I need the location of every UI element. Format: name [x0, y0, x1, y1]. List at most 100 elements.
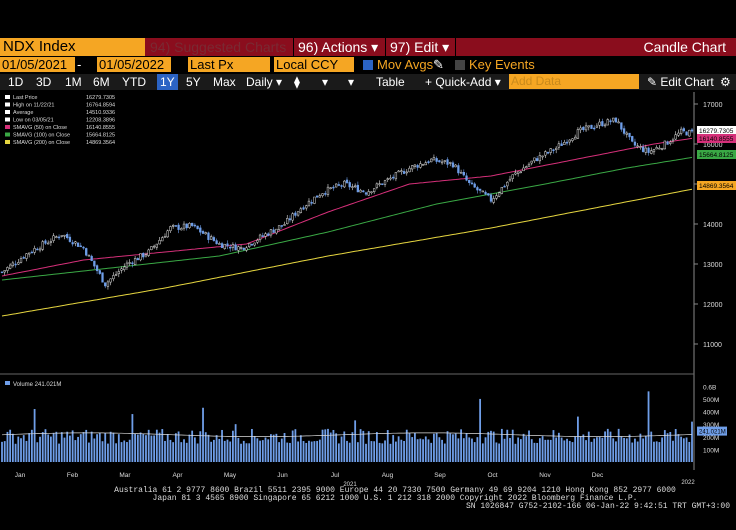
quick-add-button[interactable]: + Quick-Add ▾	[425, 75, 501, 89]
candle-body	[449, 162, 452, 164]
volume-bar	[487, 431, 490, 462]
start-date-field[interactable]: 01/05/2021	[0, 57, 75, 72]
month-label: Nov	[539, 472, 551, 479]
chevron-down-icon[interactable]: ▾	[322, 75, 329, 89]
candle-body	[489, 194, 493, 202]
candle-body	[112, 275, 115, 280]
add-data-input[interactable]: Add Data	[509, 74, 639, 89]
volume-bar	[514, 443, 517, 462]
y-tick-label: 12000	[703, 302, 723, 309]
candle-body	[522, 167, 525, 172]
chart-type-label[interactable]: Candle Chart	[643, 39, 727, 55]
range-max-button[interactable]: Max	[213, 75, 236, 89]
pencil-icon[interactable]: ✎	[433, 57, 444, 72]
volume-bar	[158, 432, 161, 462]
edit-chart-button[interactable]: ✎ Edit Chart	[647, 75, 714, 89]
volume-bar	[533, 442, 536, 462]
candle-body	[261, 235, 264, 237]
range-1y-button[interactable]: 1Y	[157, 74, 178, 90]
volume-bar	[313, 441, 316, 462]
y-tick-label: 14000	[703, 222, 723, 229]
candle-body	[628, 132, 631, 138]
volume-bar	[628, 434, 631, 462]
range-6m-button[interactable]: 6M	[93, 75, 110, 89]
candle-body	[332, 186, 335, 189]
candle-body	[438, 160, 441, 163]
volume-bar	[107, 443, 109, 462]
volume-bar	[332, 429, 335, 462]
candle-body	[204, 232, 207, 235]
volume-bar	[272, 434, 275, 462]
chevron-down-icon[interactable]: ▾	[348, 75, 355, 89]
range-5y-button[interactable]: 5Y	[186, 75, 201, 89]
volume-bar	[639, 433, 642, 462]
candle-body	[603, 124, 607, 127]
candle-body	[283, 224, 286, 226]
actions-menu[interactable]: 96) Actions ▾	[298, 39, 379, 55]
legend-value: 15664.8125	[86, 133, 115, 139]
volume-bar	[615, 441, 617, 462]
candle-icon[interactable]: ⧫	[294, 75, 300, 89]
candle-body	[19, 258, 23, 263]
volume-bar	[193, 437, 196, 462]
candle-body	[142, 252, 145, 258]
legend-label: High on 11/22/21	[13, 103, 55, 109]
volume-bar	[63, 437, 66, 462]
range-1m-button[interactable]: 1M	[65, 75, 82, 89]
year-label: 2021	[343, 482, 357, 488]
divider	[293, 38, 294, 56]
range-3d-button[interactable]: 3D	[36, 75, 52, 89]
volume-tick-label: 200M	[703, 435, 719, 442]
currency-select[interactable]: Local CCY	[274, 57, 354, 72]
volume-bar	[191, 430, 194, 462]
period-select[interactable]: Daily ▾	[246, 75, 283, 89]
candle-body	[117, 271, 120, 275]
volume-bar	[663, 430, 666, 462]
volume-bar	[419, 438, 422, 462]
candle-body	[210, 236, 213, 240]
volume-bar	[492, 431, 495, 462]
candle-body	[288, 218, 292, 221]
volume-bar	[145, 435, 147, 462]
candle-body	[207, 232, 210, 240]
legend-swatch	[5, 110, 10, 114]
candle-body	[671, 139, 675, 142]
key-events-checkbox[interactable]	[455, 60, 465, 70]
volume-bar	[237, 437, 240, 462]
candle-body	[478, 188, 482, 191]
volume-bar	[17, 436, 20, 462]
candle-body	[690, 129, 694, 132]
price-field-select[interactable]: Last Px	[188, 57, 270, 72]
end-date-field[interactable]: 01/05/2022	[97, 57, 171, 72]
candle-body	[231, 244, 235, 248]
table-button[interactable]: Table	[376, 75, 405, 89]
candle-body	[93, 260, 96, 267]
volume-bar	[623, 437, 625, 462]
candle-body	[557, 143, 561, 148]
ma50-line	[1, 137, 693, 277]
month-label: Aug	[382, 472, 394, 479]
ticker-field[interactable]: NDX Index	[0, 38, 145, 56]
volume-bar	[14, 443, 17, 462]
candle-body	[435, 158, 438, 162]
volume-bar	[653, 441, 655, 462]
volume-bar	[625, 438, 628, 462]
range-1d-button[interactable]: 1D	[8, 75, 24, 89]
volume-bar	[587, 431, 590, 462]
volume-tag	[697, 426, 727, 436]
range-ytd-button[interactable]: YTD	[122, 75, 146, 89]
gear-icon[interactable]: ⚙	[720, 75, 731, 89]
candle-body	[579, 127, 582, 131]
candle-body	[364, 192, 368, 195]
candle-body	[171, 225, 175, 227]
mov-avgs-checkbox[interactable]	[363, 60, 373, 70]
candle-body	[66, 234, 69, 239]
volume-bar	[226, 439, 229, 462]
volume-bar	[74, 440, 77, 462]
suggested-charts-menu[interactable]: 94) Suggested Charts	[150, 39, 287, 55]
candle-body	[658, 147, 661, 150]
legend-swatch	[5, 102, 10, 107]
volume-bar	[28, 433, 31, 462]
volume-bar	[259, 440, 261, 462]
edit-menu[interactable]: 97) Edit ▾	[390, 39, 450, 55]
